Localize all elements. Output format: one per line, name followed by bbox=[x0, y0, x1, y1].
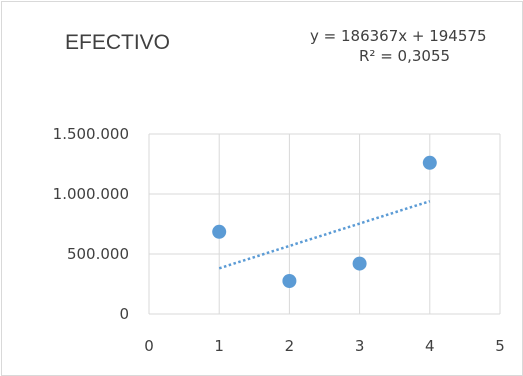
x-tick-label: 3 bbox=[355, 337, 365, 355]
y-tick-label: 0 bbox=[119, 305, 129, 323]
chart-title: EFECTIVO bbox=[65, 31, 171, 54]
gridlines bbox=[148, 133, 501, 315]
x-tick-label: 4 bbox=[425, 337, 435, 355]
data-point bbox=[422, 155, 437, 170]
y-tick-label: 500.000 bbox=[67, 245, 129, 263]
x-tick-label: 1 bbox=[214, 337, 224, 355]
y-tick-label: 1.500.000 bbox=[53, 125, 129, 143]
data-point bbox=[282, 274, 297, 288]
trendline-layer bbox=[218, 200, 431, 270]
data-point bbox=[212, 224, 227, 239]
trendline bbox=[218, 200, 431, 270]
axis-labels: 0 500.000 1.000.000 1.500.000 0 1 2 3 4 5 bbox=[53, 125, 505, 355]
trendline-equation: y = 186367x + 194575 bbox=[310, 27, 487, 45]
x-tick-label: 2 bbox=[285, 337, 295, 355]
trendline-r-squared: R² = 0,3055 bbox=[359, 47, 451, 65]
data-points bbox=[212, 155, 437, 288]
x-tick-label: 5 bbox=[495, 337, 505, 355]
y-tick-label: 1.000.000 bbox=[53, 185, 129, 203]
x-tick-label: 0 bbox=[144, 337, 154, 355]
data-point bbox=[352, 256, 367, 271]
trendline-label: y = 186367x + 194575 R² = 0,3055 bbox=[310, 26, 522, 66]
